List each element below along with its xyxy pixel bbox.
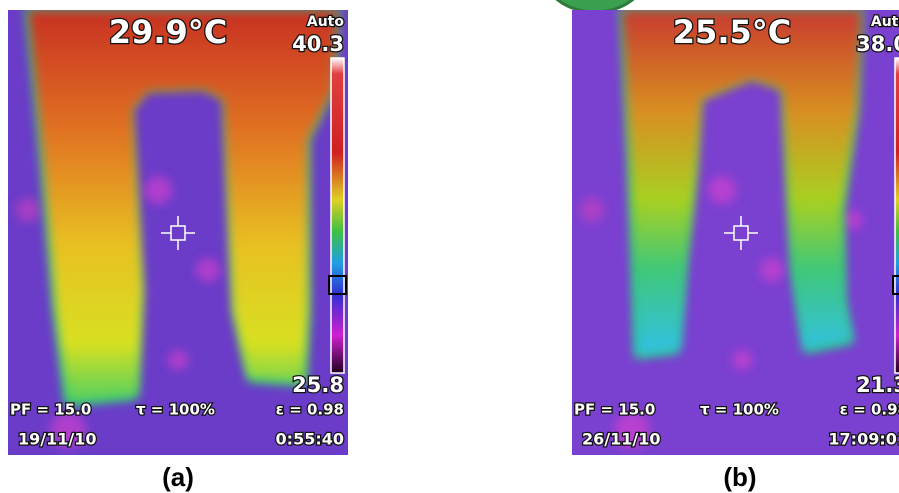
- pf: PF = 15.0: [574, 401, 655, 419]
- caption: (b): [700, 462, 780, 493]
- mode: Auto: [307, 14, 344, 30]
- color-scale: [895, 58, 899, 373]
- date: 19/11/10: [18, 430, 96, 449]
- emissivity: ε = 0.98: [276, 401, 344, 419]
- date: 26/11/10: [582, 430, 660, 449]
- color-scale: [331, 58, 344, 373]
- temperature: 29.9°C: [109, 13, 227, 51]
- pf: PF = 15.0: [10, 401, 91, 419]
- temperature: 25.5°C: [673, 13, 791, 51]
- min-temp: 25.8: [292, 373, 344, 397]
- thermal-image: 29.9°C Auto 40.3 25.8 PF = 15.0 τ = 100% ε = 0…: [8, 10, 348, 455]
- mode: Auto: [871, 14, 899, 30]
- max-temp: 40.3: [292, 32, 344, 56]
- time: 0:55:40: [276, 430, 344, 449]
- tau: τ = 100%: [136, 401, 215, 419]
- caption: (a): [138, 462, 218, 493]
- min-temp: 21.3: [856, 373, 899, 397]
- thermal-svg: 25.5°C Auto 38.0 21.3 PF = 15.0 τ = 100% ε = 0…: [572, 10, 899, 455]
- page: 29.9°C Auto 40.3 25.8 PF = 15.0 τ = 100% ε = 0…: [0, 0, 899, 491]
- thermal-image: 25.5°C Auto 38.0 21.3 PF = 15.0 τ = 100% ε = 0…: [572, 10, 899, 455]
- emissivity: ε = 0.98: [840, 401, 899, 419]
- time: 17:09:01: [828, 430, 899, 449]
- thermal-svg: 29.9°C Auto 40.3 25.8 PF = 15.0 τ = 100% ε = 0…: [8, 10, 348, 455]
- tau: τ = 100%: [700, 401, 779, 419]
- max-temp: 38.0: [856, 32, 899, 56]
